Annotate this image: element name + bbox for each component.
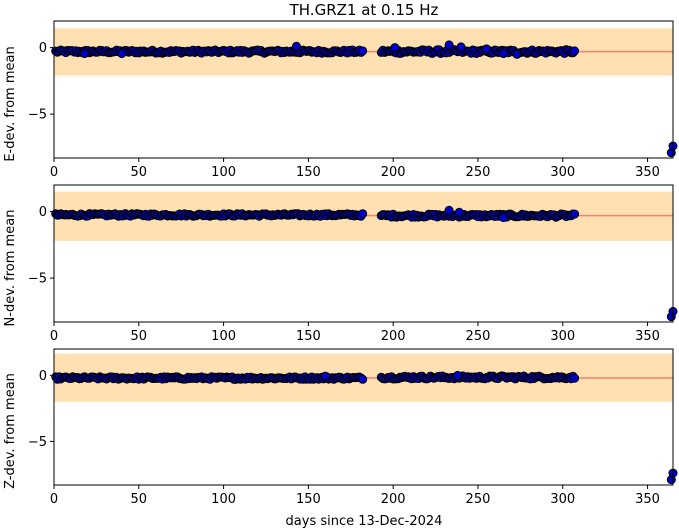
x-tick-label: 300 [550, 492, 575, 507]
y-tick-label: 0 [39, 41, 47, 56]
data-point [498, 49, 508, 59]
x-tick-label: 100 [211, 492, 236, 507]
data-point [292, 41, 301, 51]
data-point [570, 46, 580, 56]
x-axis-label: days since 13-Dec-2024 [286, 514, 443, 529]
data-point [453, 370, 463, 380]
data-point [358, 374, 368, 384]
x-tick-label: 100 [211, 329, 236, 344]
x-tick-label: 150 [296, 492, 321, 507]
y-tick-label: 0 [39, 205, 47, 220]
data-point [570, 209, 580, 219]
x-tick-label: 200 [381, 165, 406, 180]
data-point [358, 209, 368, 219]
data-point [498, 213, 508, 223]
y-axis-label-east: E-dev. from mean [3, 46, 18, 161]
panel-north: N-dev. from mean 0 50 100 150 200 250 300 350 0 −… [3, 184, 678, 344]
x-tick-label: 0 [50, 492, 58, 507]
x-tick-label: 250 [466, 329, 491, 344]
x-tick-label: 150 [296, 329, 321, 344]
x-tick-label: 350 [635, 492, 660, 507]
data-point [512, 49, 522, 59]
x-tick-label: 300 [550, 329, 575, 344]
x-tick-label: 200 [381, 329, 406, 344]
x-tick-label: 200 [381, 492, 406, 507]
x-tick-label: 300 [550, 165, 575, 180]
x-tick-label: 0 [50, 329, 58, 344]
chart-title: TH.GRZ1 at 0.15 Hz [289, 1, 439, 19]
data-point [454, 207, 464, 217]
x-tick-label: 150 [296, 165, 321, 180]
x-tick-label: 50 [131, 329, 148, 344]
x-tick-label: 50 [131, 492, 148, 507]
data-point [444, 40, 454, 50]
data-point [117, 49, 127, 59]
data-point [390, 43, 400, 53]
data-point [482, 44, 491, 54]
x-tick-label: 100 [211, 165, 236, 180]
data-point [570, 373, 580, 383]
x-tick-label: 350 [635, 165, 660, 180]
panel-east: E-dev. from mean 0 50 100 150 200 250 300 350 0 −… [3, 20, 678, 180]
x-tick-label: 50 [131, 165, 148, 180]
data-point [358, 46, 368, 56]
axes-frame [53, 20, 674, 159]
y-tick-label: −5 [28, 108, 47, 123]
y-tick-label: 0 [39, 369, 47, 384]
y-axis-label-north: N-dev. from mean [3, 210, 18, 327]
y-tick-label: −5 [28, 435, 47, 450]
x-tick-label: 250 [466, 165, 491, 180]
data-point [80, 49, 89, 59]
data-point [456, 42, 466, 52]
data-point [320, 371, 330, 381]
y-tick-label: −5 [28, 272, 47, 287]
data-point [444, 205, 454, 215]
x-tick-label: 250 [466, 492, 491, 507]
x-tick-label: 0 [50, 165, 58, 180]
x-tick-label: 350 [635, 329, 660, 344]
y-axis-label-vertical: Z-dev. from mean [3, 373, 18, 489]
axes-frame [53, 184, 674, 323]
panel-vertical: Z-dev. from mean 0 50 100 150 200 250 300 350 0 −… [3, 348, 678, 507]
axes-frame [53, 348, 674, 486]
